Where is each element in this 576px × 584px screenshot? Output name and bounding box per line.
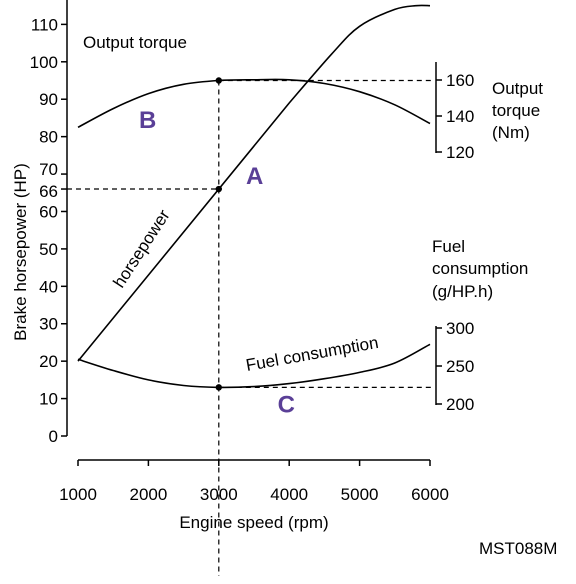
torque-tick-label: 140 (446, 107, 474, 126)
y-tick-label: 100 (30, 53, 58, 72)
x-axis-title: Engine speed (rpm) (179, 513, 328, 532)
y-tick-label: 30 (39, 315, 58, 334)
torque-axis-title-line: Output (492, 79, 543, 98)
fuel-axis-title-line: (g/HP.h) (432, 282, 493, 301)
y-axis-title: Brake horsepower (HP) (11, 163, 30, 341)
y-tick-label: 40 (39, 277, 58, 296)
point-label-c: C (278, 391, 295, 418)
intersection-point (215, 384, 222, 391)
figure-code: MST088M (479, 539, 557, 558)
x-tick-label: 5000 (341, 485, 379, 504)
fuel-tick-label: 200 (446, 395, 474, 414)
y-tick-label: 80 (39, 128, 58, 147)
x-tick-label: 3000 (200, 485, 238, 504)
fuel-consumption-label: Fuel consumption (244, 333, 379, 375)
output-torque-curve (77, 78, 431, 129)
y-tick-label: 66 (39, 182, 58, 201)
torque-axis-title-line: (Nm) (492, 123, 530, 142)
x-tick-label: 6000 (411, 485, 449, 504)
fuel-axis-title-line: consumption (432, 259, 528, 278)
x-tick-label: 1000 (59, 485, 97, 504)
intersection-point (215, 77, 222, 84)
fuel-axis-title-line: Fuel (432, 237, 465, 256)
torque-tick-label: 160 (446, 71, 474, 90)
y-tick-label: 70 (39, 160, 58, 179)
fuel-consumption-curve (77, 343, 431, 389)
y-tick-label: 20 (39, 352, 58, 371)
y-tick-label: 110 (31, 15, 58, 34)
y-tick-label: 0 (49, 427, 58, 446)
output-torque-label: Output torque (83, 33, 187, 52)
curves (77, 4, 431, 391)
reference-lines (67, 79, 433, 576)
fuel-tick-label: 300 (446, 319, 474, 338)
y-tick-label: 90 (39, 90, 58, 109)
y-tick-label: 50 (39, 240, 58, 259)
point-label-a: A (246, 163, 263, 190)
x-tick-label: 2000 (129, 485, 167, 504)
torque-axis-title-line: torque (492, 101, 540, 120)
y-tick-label: 60 (39, 202, 58, 221)
point-label-b: B (139, 107, 156, 134)
horsepower-curve (77, 4, 431, 362)
torque-tick-label: 120 (446, 143, 474, 162)
fuel-tick-label: 250 (446, 357, 474, 376)
intersection-point (215, 185, 222, 193)
x-tick-label: 4000 (270, 485, 308, 504)
horsepower-label: horsepower (109, 206, 173, 291)
y-tick-label: 10 (39, 390, 58, 409)
